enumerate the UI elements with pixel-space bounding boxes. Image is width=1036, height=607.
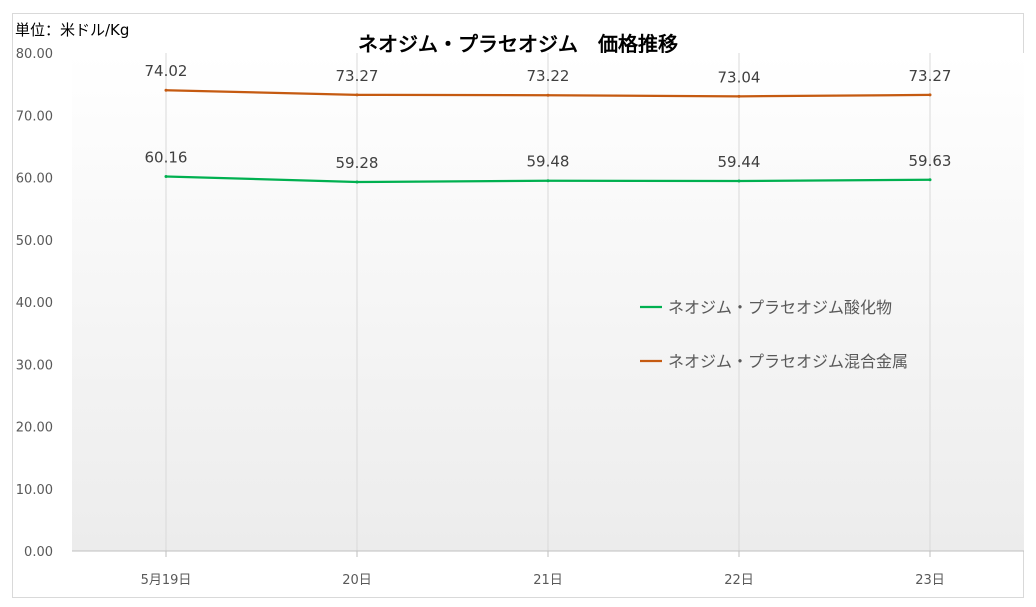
y-tick-label: 80.00	[16, 47, 53, 62]
data-point	[164, 88, 168, 92]
data-point	[737, 179, 741, 183]
x-tick-label: 22日	[724, 573, 754, 588]
data-point	[737, 94, 741, 98]
data-point	[928, 93, 932, 97]
data-label: 73.22	[527, 67, 570, 85]
data-point	[928, 178, 932, 182]
data-point	[546, 93, 550, 97]
data-label: 59.48	[527, 153, 570, 171]
data-label: 73.27	[909, 67, 952, 85]
x-tick-label: 20日	[342, 573, 372, 588]
y-tick-label: 10.00	[16, 483, 53, 498]
data-label: 59.44	[718, 153, 761, 171]
data-label: 73.27	[336, 67, 379, 85]
data-label: 60.16	[145, 149, 188, 167]
y-tick-label: 30.00	[16, 358, 53, 373]
data-label: 59.28	[336, 154, 379, 172]
legend-label: ネオジム・プラセオジム混合金属	[668, 352, 908, 371]
y-tick-label: 0.00	[24, 545, 53, 560]
data-point	[355, 180, 359, 184]
x-tick-label: 23日	[915, 573, 945, 588]
y-tick-label: 20.00	[16, 421, 53, 436]
data-point	[546, 179, 550, 183]
y-tick-label: 40.00	[16, 296, 53, 311]
data-point	[355, 93, 359, 97]
data-label: 73.04	[718, 68, 761, 86]
data-point	[164, 175, 168, 179]
data-label: 59.63	[909, 152, 952, 170]
data-label: 74.02	[145, 62, 188, 80]
legend-label: ネオジム・プラセオジム酸化物	[668, 298, 892, 317]
x-tick-label: 21日	[533, 573, 563, 588]
unit-label: 単位：米ドル/Kg	[15, 21, 130, 39]
y-tick-label: 50.00	[16, 234, 53, 249]
y-tick-label: 60.00	[16, 172, 53, 187]
x-tick-label: 5月19日	[141, 573, 192, 588]
chart-title: ネオジム・プラセオジム 価格推移	[358, 32, 678, 56]
y-tick-label: 70.00	[16, 109, 53, 124]
